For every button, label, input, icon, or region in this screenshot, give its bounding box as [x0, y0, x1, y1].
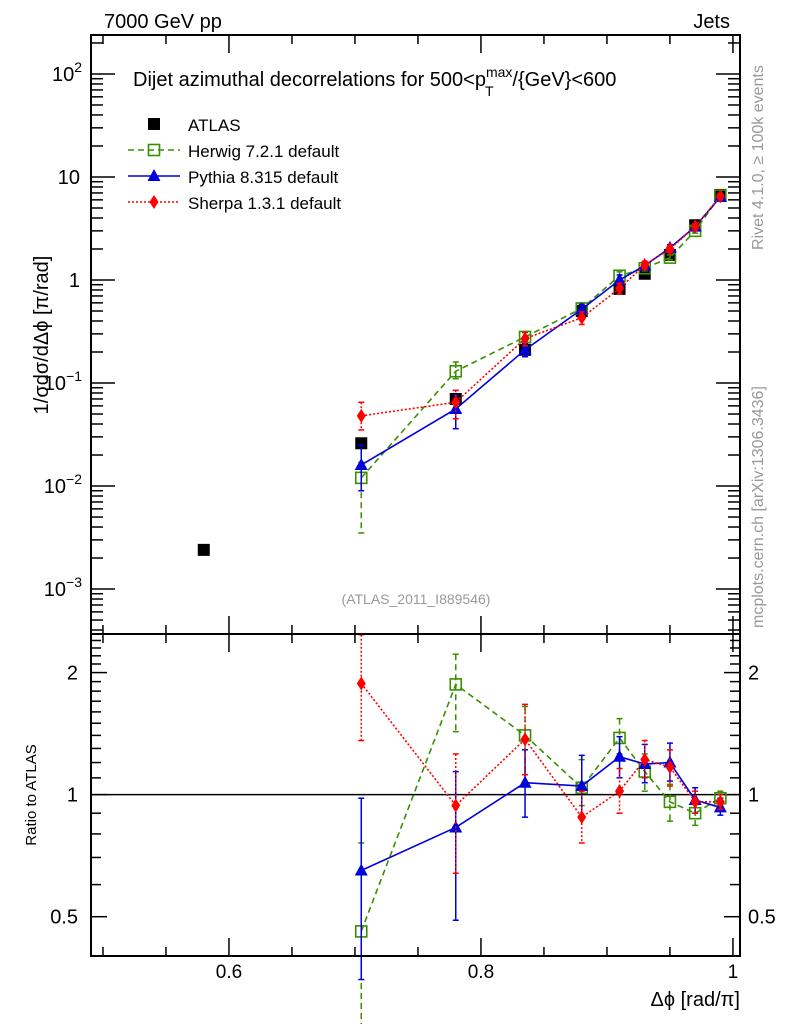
- legend-marker-icon: [147, 169, 161, 181]
- data-point: [577, 310, 587, 325]
- data-point: [640, 752, 650, 767]
- ratio-y-tick-label-right: 1: [748, 785, 759, 807]
- main-series-pythia: [354, 189, 727, 492]
- legend: ATLAS Herwig 7.2.1 default Pythia 8.315 de…: [128, 116, 341, 213]
- y-tick-label-exp: −3: [66, 574, 82, 590]
- legend-marker-icon: [149, 195, 159, 209]
- legend-label: Herwig 7.2.1 default: [188, 142, 339, 161]
- series-line: [360, 196, 721, 466]
- x-tick-label: 0.6: [216, 962, 242, 983]
- data-point: [451, 395, 461, 410]
- x-tick-label: 0.8: [468, 962, 494, 983]
- legend-entry-sherpa: Sherpa 1.3.1 default: [128, 194, 341, 213]
- y-tick-label-base: 1: [69, 270, 80, 292]
- data-point: [355, 437, 368, 450]
- ratio-y-tick-label-right: 2: [748, 663, 759, 685]
- chart-title: Dijet azimuthal decorrelations for 500<p…: [133, 64, 616, 91]
- data-point: [663, 795, 677, 809]
- ratio-y-tick-label-right: 0.5: [748, 907, 776, 929]
- data-point: [577, 810, 587, 825]
- ratio-y-tick-label-left: 1: [67, 785, 78, 807]
- header-left-label: 7000 GeV pp: [104, 11, 222, 33]
- data-point: [715, 189, 725, 204]
- main-y-axis-label: 1/σdσ/dΔϕ [π/rad]: [31, 256, 53, 415]
- data-point: [665, 241, 675, 256]
- main-series-herwig: [354, 189, 727, 534]
- series-line: [360, 755, 721, 872]
- data-point: [356, 676, 366, 691]
- y-tick-label-base: 10: [52, 64, 74, 86]
- ratio-y-axis-label: Ratio to ATLAS: [23, 744, 40, 845]
- data-point: [575, 302, 589, 315]
- ratio-axes: 0.6 0.8 1 2 2 1 1 0.5 0.5: [50, 634, 776, 983]
- main-data: [197, 188, 727, 556]
- ratio-data: [354, 633, 727, 1024]
- data-point: [575, 779, 589, 792]
- data-point: [690, 219, 700, 234]
- ratio-y-tick-label-left: 0.5: [50, 907, 78, 929]
- data-point: [615, 784, 625, 799]
- header-right-label: Jets: [693, 11, 730, 33]
- rivet-label: Rivet 4.1.0, ≥ 100k events: [750, 65, 767, 250]
- data-point: [197, 543, 210, 556]
- y-tick-label-exp: 2: [74, 59, 82, 75]
- analysis-watermark: (ATLAS_2011_I889546): [342, 591, 491, 607]
- legend-label: Pythia 8.315 default: [188, 168, 339, 187]
- y-tick-label-base: 10: [58, 167, 80, 189]
- data-point: [449, 678, 463, 691]
- y-tick-label: 102: [52, 59, 82, 86]
- y-tick-label: 10−1: [44, 368, 82, 395]
- chart-title-pre: Dijet azimuthal decorrelations for 500<p: [133, 69, 486, 91]
- y-tick-label: 10−2: [44, 471, 82, 498]
- data-point: [665, 759, 675, 774]
- y-tick-label-base: 10: [44, 579, 66, 601]
- data-point: [520, 732, 530, 747]
- data-point: [356, 408, 366, 423]
- data-point: [449, 364, 463, 378]
- x-tick-label: 1: [728, 962, 739, 983]
- legend-label: ATLAS: [188, 116, 241, 135]
- y-tick-label-base: 10: [44, 476, 66, 498]
- mcplots-label: mcplots.cern.ch [arXiv:1306.3436]: [750, 386, 767, 628]
- data-point: [518, 342, 532, 355]
- chart-title-post: /{GeV}<600: [512, 69, 616, 91]
- data-point: [613, 749, 627, 762]
- y-tick-label-exp: −2: [66, 471, 82, 487]
- series-line: [360, 195, 721, 479]
- data-point: [520, 331, 530, 346]
- data-point: [640, 257, 650, 272]
- legend-entry-pythia: Pythia 8.315 default: [128, 168, 339, 187]
- data-point: [518, 775, 532, 788]
- main-series-sherpa: [356, 189, 725, 431]
- x-axis-label: Δϕ [rad/π]: [651, 989, 741, 1011]
- legend-label: Sherpa 1.3.1 default: [188, 194, 341, 213]
- legend-marker-icon: [147, 143, 161, 157]
- chart-title-sup: max: [486, 64, 512, 80]
- y-tick-label: 1: [69, 270, 80, 292]
- y-tick-label: 10: [58, 167, 80, 189]
- series-line: [361, 195, 721, 417]
- y-tick-label: 10−3: [44, 574, 82, 601]
- ratio-series-sherpa: [356, 633, 725, 874]
- data-point: [615, 281, 625, 296]
- data-point: [451, 798, 461, 813]
- ratio-y-tick-label-left: 2: [67, 663, 78, 685]
- legend-entry-herwig: Herwig 7.2.1 default: [128, 142, 339, 161]
- ratio-series-pythia: [354, 735, 727, 981]
- data-point: [613, 273, 627, 286]
- ratio-frame: [90, 633, 741, 957]
- chart-title-sub: T: [485, 83, 494, 99]
- legend-marker-icon: [148, 118, 160, 130]
- y-tick-label-base: 10: [44, 373, 66, 395]
- data-point: [715, 794, 725, 809]
- data-point: [690, 794, 700, 809]
- y-tick-label-exp: −1: [66, 368, 82, 384]
- data-point: [354, 863, 368, 876]
- data-point: [354, 457, 368, 470]
- legend-entry-atlas: ATLAS: [148, 116, 241, 135]
- ratio-series-herwig: [354, 653, 727, 1024]
